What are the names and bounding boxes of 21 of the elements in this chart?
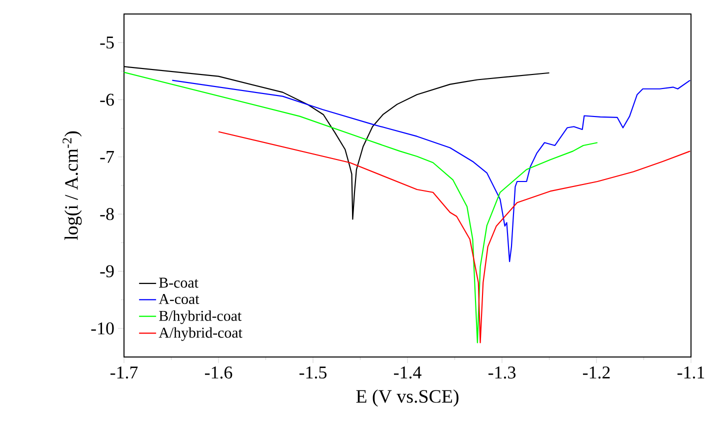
line-series — [172, 80, 691, 262]
x-tick-label: -1.2 — [582, 366, 610, 379]
x-tick-label: -1.4 — [394, 366, 422, 379]
x-tick-label: -1.5 — [299, 366, 326, 379]
legend-label: B/hybrid-coat — [159, 310, 242, 324]
line-series — [124, 72, 598, 344]
y-tick-label: -8 — [100, 208, 114, 220]
y-tick-label: -7 — [100, 151, 114, 163]
x-axis-title: E (V vs.SCE) — [356, 389, 458, 407]
y-tick-label: -5 — [100, 36, 114, 49]
legend-label: A/hybrid-coat — [158, 327, 242, 341]
y-axis-title: log(i / A.cm$^{-2}$) — [62, 131, 82, 240]
legend-label: B-coat — [159, 278, 198, 288]
y-tick-label: -6 — [100, 94, 114, 106]
x-tick-label: -1.6 — [204, 366, 232, 379]
x-tick-label: -1.7 — [110, 366, 138, 379]
y-tick-label: -10 — [91, 322, 114, 334]
y-tick-label: -9 — [100, 265, 114, 278]
x-tick-label: -1.3 — [488, 366, 516, 379]
legend-label: A-coat — [158, 294, 200, 304]
x-tick-label: -1.1 — [677, 366, 704, 379]
